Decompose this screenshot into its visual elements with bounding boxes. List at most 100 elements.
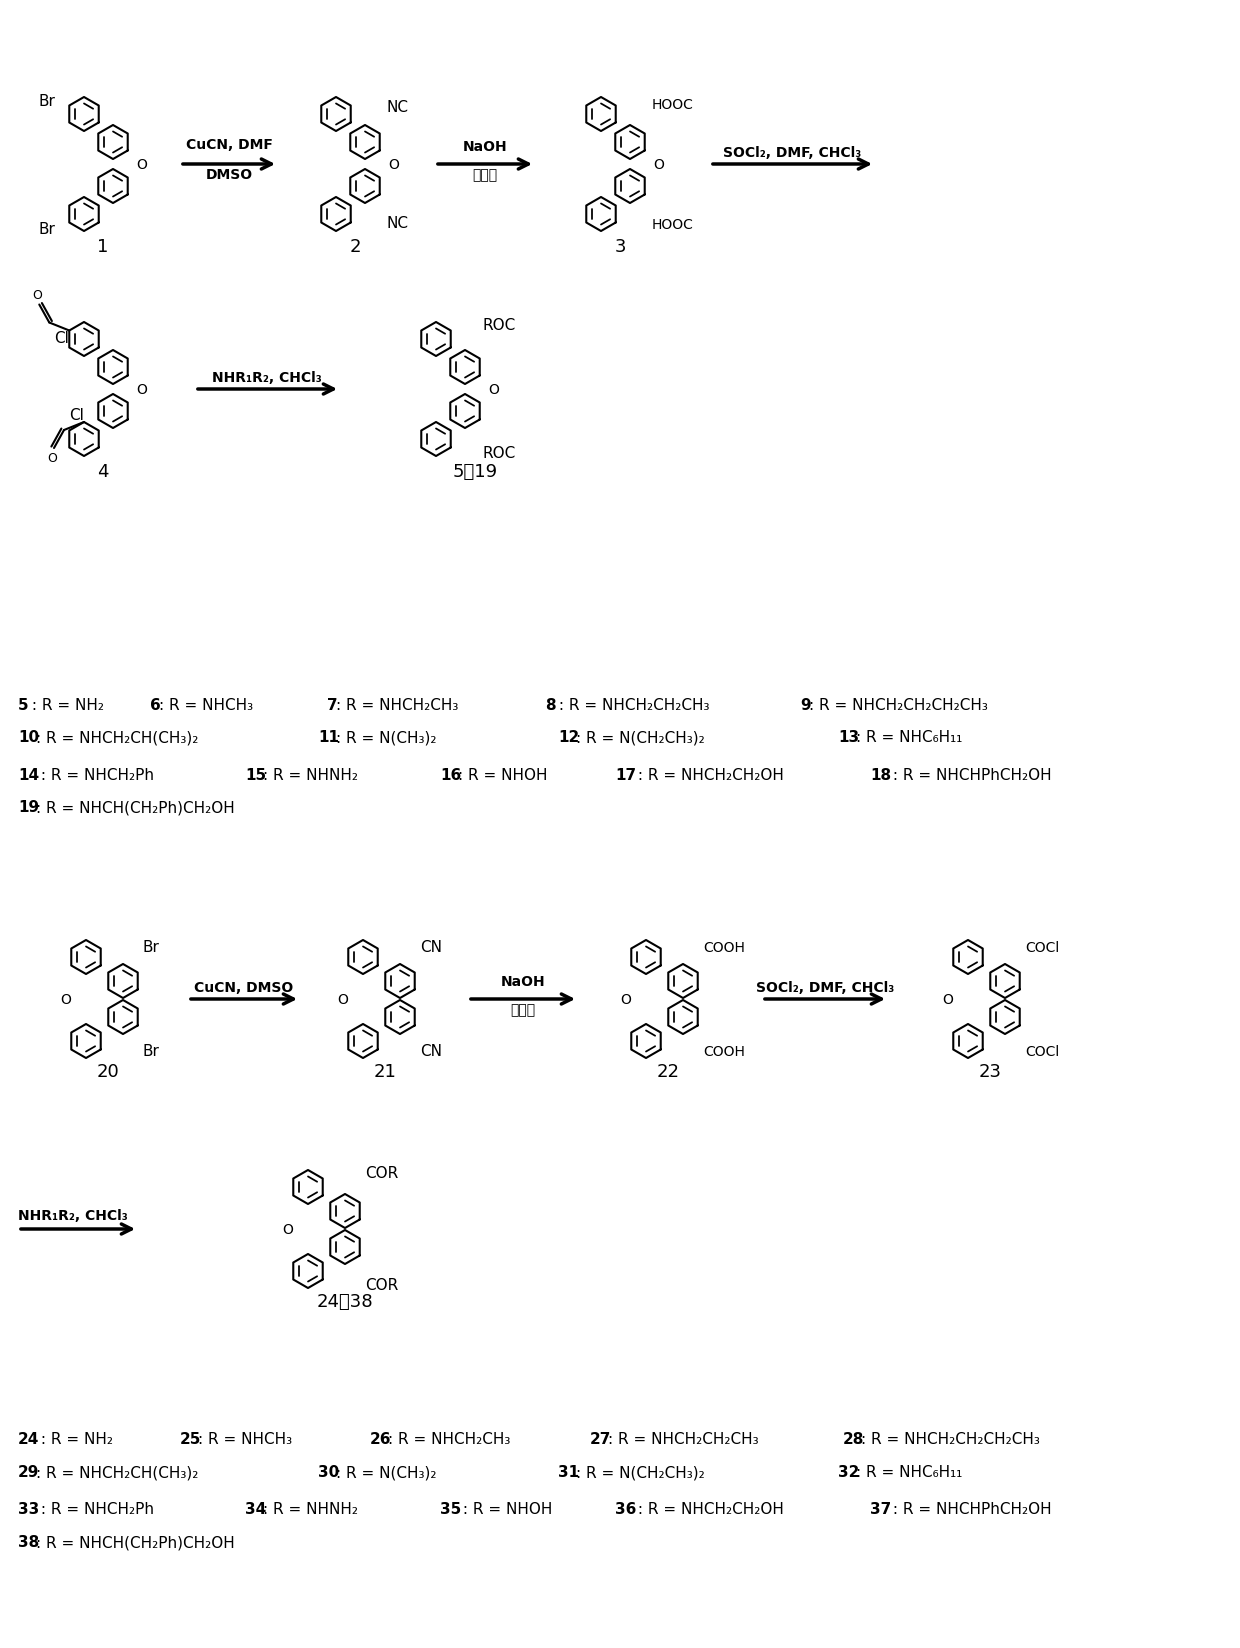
Text: 23: 23 (978, 1063, 1002, 1081)
Text: DMSO: DMSO (206, 168, 253, 181)
Text: CuCN, DMSO: CuCN, DMSO (195, 981, 294, 994)
Text: 24: 24 (19, 1432, 40, 1447)
Text: 29: 29 (19, 1465, 40, 1480)
Text: O: O (61, 992, 72, 1007)
Text: : R = NHNH₂: : R = NHNH₂ (263, 766, 358, 783)
Text: : R = NH₂: : R = NH₂ (36, 1432, 113, 1447)
Text: : R = N(CH₂CH₃)₂: : R = N(CH₂CH₃)₂ (577, 1465, 704, 1480)
Text: 34: 34 (246, 1501, 267, 1516)
Text: COOH: COOH (703, 1045, 745, 1058)
Text: COCl: COCl (1025, 1045, 1059, 1058)
Text: 7: 7 (327, 697, 337, 712)
Text: HOOC: HOOC (652, 97, 694, 112)
Text: : R = NHCH₂CH₂CH₃: : R = NHCH₂CH₂CH₃ (554, 697, 709, 712)
Text: 2: 2 (350, 237, 361, 255)
Text: : R = N(CH₃)₂: : R = N(CH₃)₂ (336, 730, 436, 745)
Text: 24～38: 24～38 (316, 1292, 373, 1310)
Text: 乙二醇: 乙二醇 (472, 168, 497, 181)
Text: NaOH: NaOH (501, 974, 546, 989)
Text: : R = NHCH₃: : R = NHCH₃ (198, 1432, 293, 1447)
Text: Br: Br (38, 221, 55, 236)
Text: 19: 19 (19, 799, 40, 816)
Text: 5～19: 5～19 (453, 463, 497, 481)
Text: CuCN, DMF: CuCN, DMF (186, 138, 273, 152)
Text: 14: 14 (19, 766, 40, 783)
Text: 13: 13 (838, 730, 859, 745)
Text: NHR₁R₂, CHCl₃: NHR₁R₂, CHCl₃ (19, 1208, 128, 1223)
Text: : R = N(CH₃)₂: : R = N(CH₃)₂ (336, 1465, 436, 1480)
Text: O: O (47, 452, 57, 465)
Text: 12: 12 (558, 730, 579, 745)
Text: O: O (283, 1223, 294, 1236)
Text: 26: 26 (370, 1432, 392, 1447)
Text: 16: 16 (440, 766, 461, 783)
Text: 27: 27 (590, 1432, 611, 1447)
Text: 25: 25 (180, 1432, 201, 1447)
Text: Br: Br (38, 94, 55, 109)
Text: Br: Br (143, 939, 160, 954)
Text: 11: 11 (317, 730, 339, 745)
Text: 21: 21 (373, 1063, 397, 1081)
Text: 8: 8 (546, 697, 556, 712)
Text: COOH: COOH (703, 941, 745, 954)
Text: O: O (388, 158, 399, 171)
Text: SOCl₂, DMF, CHCl₃: SOCl₂, DMF, CHCl₃ (756, 981, 894, 994)
Text: O: O (620, 992, 631, 1007)
Text: 6: 6 (150, 697, 161, 712)
Text: 35: 35 (440, 1501, 461, 1516)
Text: 1: 1 (97, 237, 109, 255)
Text: O: O (136, 158, 148, 171)
Text: O: O (653, 158, 665, 171)
Text: : R = NHOH: : R = NHOH (458, 766, 548, 783)
Text: : R = NHCH(CH₂Ph)CH₂OH: : R = NHCH(CH₂Ph)CH₂OH (36, 1534, 234, 1549)
Text: NaOH: NaOH (463, 140, 507, 153)
Text: 18: 18 (870, 766, 892, 783)
Text: ROC: ROC (484, 318, 516, 333)
Text: : R = NHCH₂Ph: : R = NHCH₂Ph (36, 766, 154, 783)
Text: : R = NH₂: : R = NH₂ (27, 697, 104, 712)
Text: O: O (32, 288, 42, 302)
Text: 5: 5 (19, 697, 29, 712)
Text: : R = N(CH₂CH₃)₂: : R = N(CH₂CH₃)₂ (577, 730, 704, 745)
Text: O: O (136, 382, 148, 397)
Text: Cl: Cl (69, 409, 84, 424)
Text: HOOC: HOOC (652, 218, 694, 232)
Text: 32: 32 (838, 1465, 859, 1480)
Text: : R = NHCH₂CH₂CH₃: : R = NHCH₂CH₂CH₃ (608, 1432, 759, 1447)
Text: Cl: Cl (55, 331, 69, 346)
Text: 20: 20 (97, 1063, 119, 1081)
Text: SOCl₂, DMF, CHCl₃: SOCl₂, DMF, CHCl₃ (723, 147, 861, 160)
Text: : R = NHCH₂CH₂OH: : R = NHCH₂CH₂OH (632, 766, 784, 783)
Text: 17: 17 (615, 766, 636, 783)
Text: : R = NHCH₂CH₂OH: : R = NHCH₂CH₂OH (632, 1501, 784, 1516)
Text: 31: 31 (558, 1465, 579, 1480)
Text: Br: Br (143, 1043, 160, 1060)
Text: : R = NHCH₂CH₂CH₂CH₃: : R = NHCH₂CH₂CH₂CH₃ (808, 697, 988, 712)
Text: : R = NHCH₂CH₃: : R = NHCH₂CH₃ (336, 697, 459, 712)
Text: NC: NC (387, 99, 409, 114)
Text: CN: CN (420, 939, 441, 954)
Text: 22: 22 (656, 1063, 680, 1081)
Text: 9: 9 (800, 697, 811, 712)
Text: COR: COR (365, 1165, 398, 1180)
Text: : R = NHC₆H₁₁: : R = NHC₆H₁₁ (856, 1465, 962, 1480)
Text: : R = NHOH: : R = NHOH (458, 1501, 552, 1516)
Text: : R = NHCH(CH₂Ph)CH₂OH: : R = NHCH(CH₂Ph)CH₂OH (36, 799, 234, 816)
Text: : R = NHCH₃: : R = NHCH₃ (159, 697, 253, 712)
Text: NC: NC (387, 216, 409, 231)
Text: 30: 30 (317, 1465, 340, 1480)
Text: 36: 36 (615, 1501, 636, 1516)
Text: ROC: ROC (484, 447, 516, 461)
Text: O: O (337, 992, 348, 1007)
Text: : R = NHCH₂CH(CH₃)₂: : R = NHCH₂CH(CH₃)₂ (36, 1465, 198, 1480)
Text: 28: 28 (843, 1432, 864, 1447)
Text: CN: CN (420, 1043, 441, 1060)
Text: O: O (942, 992, 954, 1007)
Text: : R = NHC₆H₁₁: : R = NHC₆H₁₁ (856, 730, 962, 745)
Text: : R = NHCHPhCH₂OH: : R = NHCHPhCH₂OH (888, 766, 1052, 783)
Text: 4: 4 (97, 463, 109, 481)
Text: : R = NHNH₂: : R = NHNH₂ (263, 1501, 358, 1516)
Text: : R = NHCH₂CH₃: : R = NHCH₂CH₃ (388, 1432, 511, 1447)
Text: 乙二醇: 乙二醇 (511, 1002, 536, 1017)
Text: 38: 38 (19, 1534, 40, 1549)
